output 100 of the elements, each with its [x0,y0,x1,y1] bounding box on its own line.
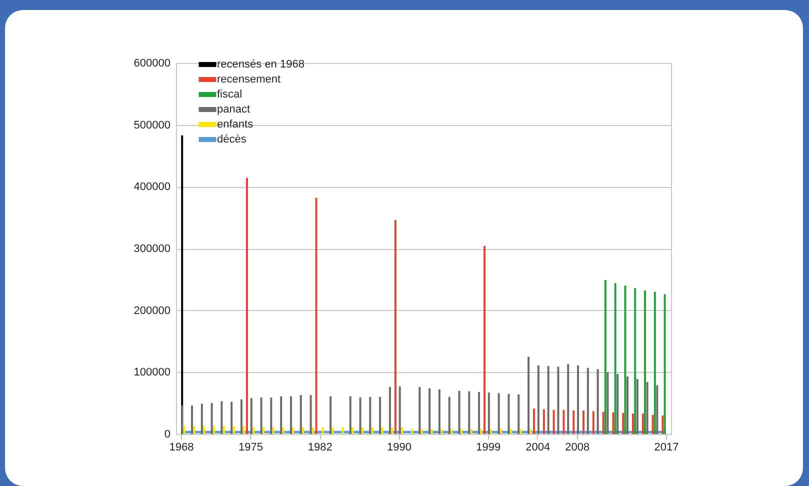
bar [644,290,646,434]
bar [484,246,486,434]
bar [280,396,282,434]
bar [203,426,206,434]
bar [592,411,594,434]
bar [606,372,609,434]
bar [542,409,545,434]
y-tick-label: 300000 [134,243,170,255]
bar [371,427,374,434]
bar [420,429,423,434]
bar [381,427,384,434]
bar [450,429,453,434]
bar [379,396,382,434]
bar [537,365,540,434]
x-tick-label: 2008 [565,442,590,454]
bar [448,396,450,434]
bar [222,426,225,434]
bar [528,356,530,434]
bar [530,429,532,434]
bar [470,429,472,434]
bar [220,401,223,434]
bar [586,368,589,434]
bar [212,426,215,434]
x-tick-label: 2004 [526,442,550,454]
bar [388,387,391,434]
legend-label: panact [217,104,250,116]
bar [230,402,233,434]
bar [349,396,352,434]
bar [272,427,274,434]
x-tick-label: 1982 [308,442,332,454]
bar [652,414,654,434]
bar [604,280,606,434]
bar [508,394,510,434]
bar [533,408,536,434]
bar [240,399,242,434]
legend-label: recensement [217,74,281,86]
bar [664,294,666,434]
bar [616,374,619,434]
bar [438,389,440,434]
bar [200,404,203,434]
bar [312,427,314,434]
legend-label: fiscal [217,88,242,100]
bar [315,198,318,434]
x-tick-label: 1968 [169,442,194,454]
bar [632,414,634,434]
bar [181,406,184,434]
bar [359,398,362,434]
bar [410,429,413,434]
bar [510,429,512,434]
bar [191,406,193,434]
bar [582,410,585,434]
y-tick-label: 0 [164,428,170,440]
bar [418,387,421,434]
bar [300,395,302,434]
bar [624,286,626,434]
bar [430,429,433,434]
bar [458,390,460,434]
bar [401,427,404,434]
bar [612,412,614,434]
y-tick-label: 500000 [134,119,170,132]
bar [646,382,648,434]
y-tick-label: 600000 [134,58,170,70]
bar [332,427,334,434]
bar [656,385,658,434]
bar [468,391,470,434]
bar [398,386,401,434]
y-tick-label: 400000 [134,181,170,194]
y-tick-label: 200000 [134,304,170,317]
bar [322,427,324,434]
x-tick-label: 1999 [476,442,501,454]
bar [562,410,565,434]
bar [193,426,196,434]
bar [290,396,292,434]
bar [330,396,332,434]
bar [654,292,656,434]
bar [596,369,599,434]
bar [490,429,492,434]
bar [480,429,482,434]
bar [310,395,312,434]
bar [232,426,235,434]
bar [292,427,294,434]
bar [260,398,262,434]
bar [500,429,502,434]
bar [246,178,248,434]
x-tick-label: 1975 [238,442,264,454]
bar [369,396,372,434]
bar [614,283,616,434]
bar [183,426,186,434]
bar [547,366,550,434]
bar [394,220,396,434]
bar [428,388,431,434]
y-tick-label: 100000 [134,366,170,379]
bar [577,365,580,434]
bar [440,429,443,434]
bar [642,414,644,434]
bar [557,366,560,434]
bar [634,288,636,434]
bar [252,427,255,434]
bar [518,394,520,434]
bar [567,364,570,434]
